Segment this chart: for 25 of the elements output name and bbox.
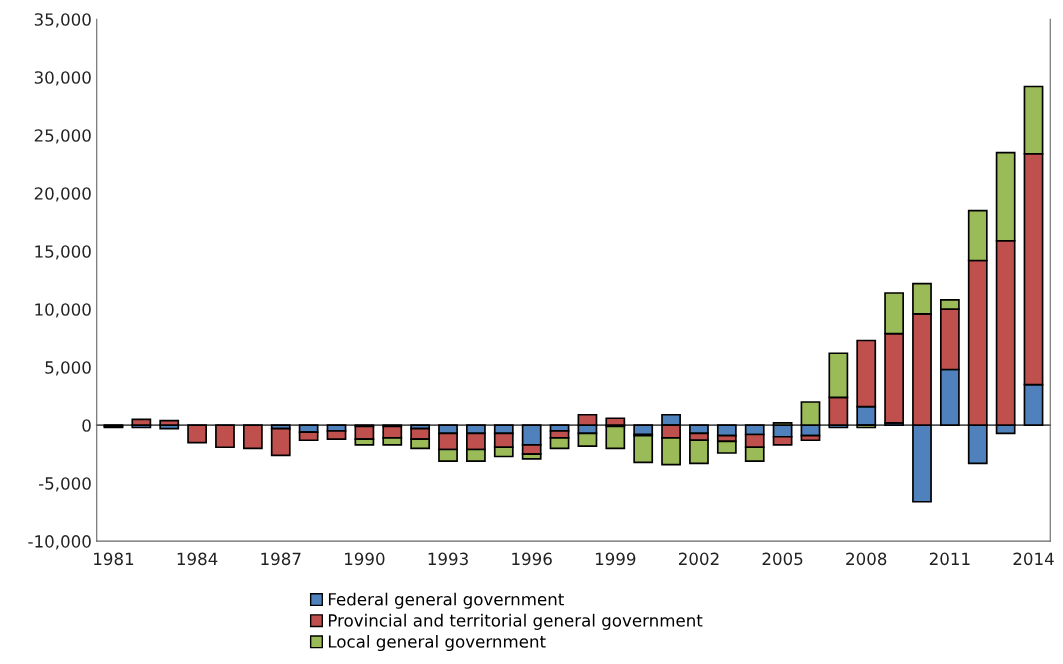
y-tick-label: 20,000 [34, 187, 91, 202]
legend-label: Provincial and territorial general government [328, 613, 703, 630]
y-tick-label: 0 [82, 419, 91, 432]
y-tick-label: 15,000 [35, 245, 91, 260]
x-tick-label: 2014 [1013, 552, 1054, 566]
legend-label: Local general government [328, 634, 546, 652]
x-tick-label: 2005 [762, 552, 803, 566]
y-tick-label: 30,000 [34, 71, 91, 86]
x-tick-label: 1981 [94, 552, 134, 566]
y-tick-label: 35,000 [34, 13, 91, 28]
x-tick-label: 1996 [512, 552, 552, 566]
x-tick-label: 2011 [929, 552, 970, 566]
y-tick-label: -5,000 [38, 477, 91, 492]
x-tick-label: 2002 [678, 552, 719, 566]
x-tick-label: 1990 [345, 552, 385, 566]
x-tick-label: 1984 [177, 552, 218, 566]
y-tick-label: 5,000 [45, 361, 91, 376]
y-tick-label: -10,000 [28, 535, 91, 550]
x-tick-label: 1993 [428, 552, 468, 566]
x-tick-label: 1999 [595, 552, 636, 566]
legend-label: Federal general government [328, 592, 564, 609]
y-tick-label: 10,000 [35, 303, 91, 318]
y-tick-label: 25,000 [34, 129, 91, 144]
x-tick-label: 1987 [261, 552, 301, 566]
x-tick-label: 2008 [846, 552, 887, 566]
